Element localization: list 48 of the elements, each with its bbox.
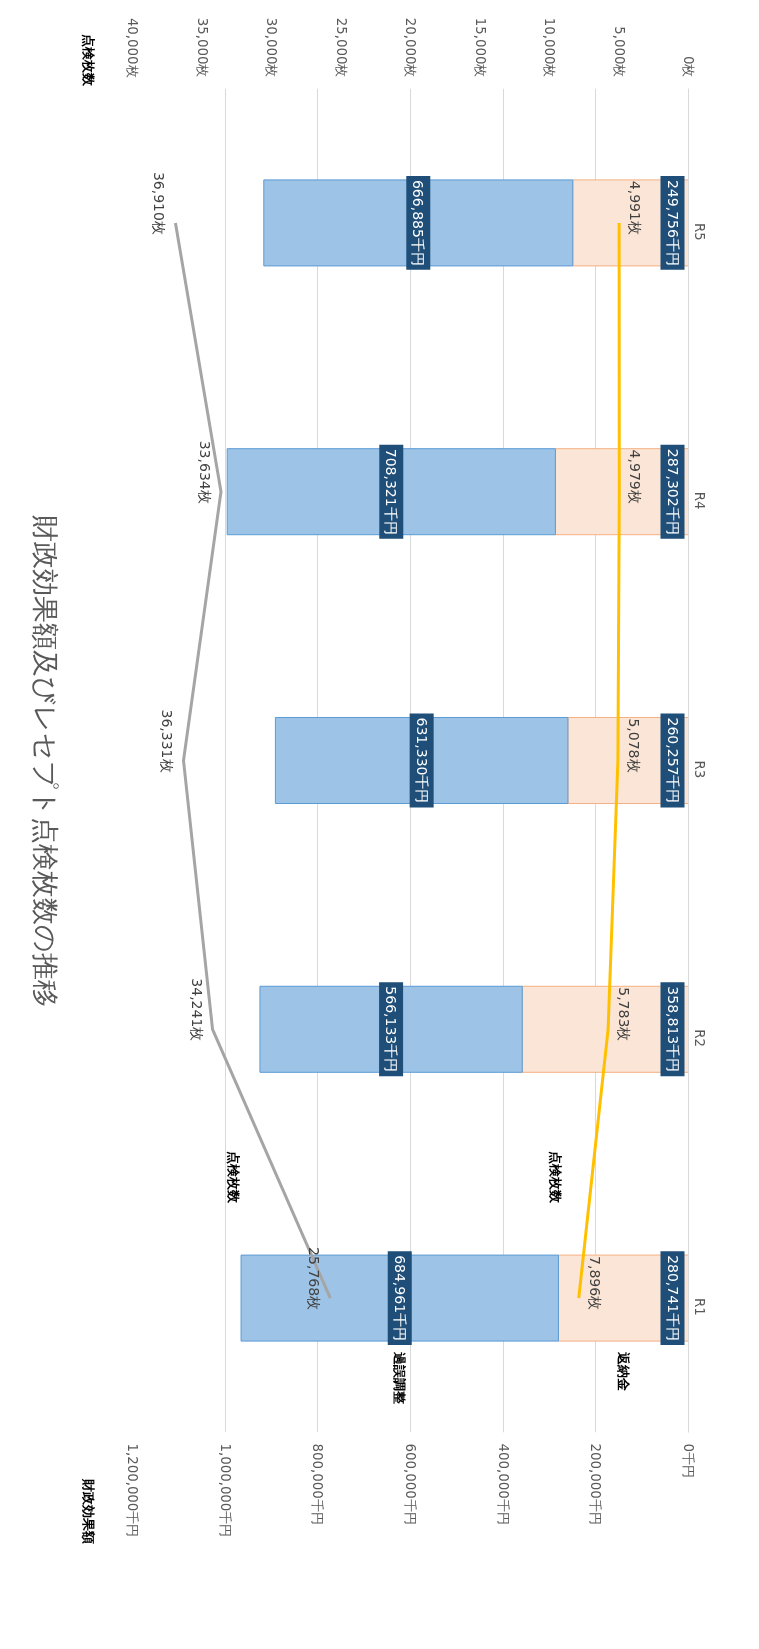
data-label: 4,979枚 [627,449,644,504]
data-label: 5,783枚 [616,987,633,1042]
x2-axis-title: 点検枚数 [81,33,96,87]
data-label: 287,302千円 [664,448,681,535]
data-label: 33,634枚 [196,440,213,504]
x-tick-label: 1,000,000千円 [217,1443,233,1538]
data-label: 7,896枚 [586,1256,603,1311]
x2-tick-label: 20,000枚 [403,17,418,78]
data-label: 34,241枚 [188,978,205,1042]
text: 点検枚数 [226,1151,242,1205]
y-axis-title: 財政効果額 [81,1477,96,1544]
x-tick-label: 400,000千円 [495,1443,511,1525]
data-label: 666,885千円 [410,179,427,266]
text: 点検枚数 [548,1151,564,1205]
x-tick-label: 0千円 [681,1443,696,1478]
data-label: 358,813千円 [664,986,681,1073]
data-label: 708,321千円 [383,448,400,535]
data-label: 25,768枚 [306,1247,323,1311]
x-tick-label: 200,000千円 [588,1443,604,1525]
x2-tick-label: 25,000枚 [333,17,349,78]
text: 財政効果額及びレセプト点検枚数の推移 [30,514,61,1007]
x2-tick-label: 40,000枚 [125,17,140,78]
data-label: 5,078枚 [625,718,642,773]
x2-tick-label: 15,000枚 [472,17,488,78]
y-tick-label: R4 [692,491,707,510]
data-label: 4,991枚 [627,180,644,235]
data-label: 566,133千円 [383,986,400,1073]
data-label: 631,330千円 [413,717,430,804]
x-tick-label: 1,200,000千円 [125,1443,140,1538]
x-tick-label: 800,000千円 [310,1443,326,1525]
x2-tick-label: 30,000枚 [264,17,279,78]
data-label: 684,961千円 [391,1255,408,1342]
x2-tick-label: 5,000枚 [611,26,627,78]
data-label: 36,910枚 [151,171,168,235]
x2-tick-label: 0枚 [681,56,696,78]
y-tick-label: R2 [692,1029,707,1048]
y-tick-label: R5 [692,222,707,241]
x2-tick-label: 10,000枚 [542,17,557,78]
data-label: 280,741千円 [664,1255,681,1342]
text: 返納金 [615,1350,631,1392]
data-label: 249,756千円 [664,179,681,266]
data-label: 260,257千円 [664,717,681,804]
x-tick-label: 600,000千円 [403,1443,418,1525]
x2-tick-label: 35,000枚 [194,17,210,78]
y-tick-label: R3 [692,760,707,779]
y-tick-label: R1 [692,1298,707,1316]
text: 過誤調整 [392,1350,408,1405]
data-label: 36,331枚 [159,709,176,773]
